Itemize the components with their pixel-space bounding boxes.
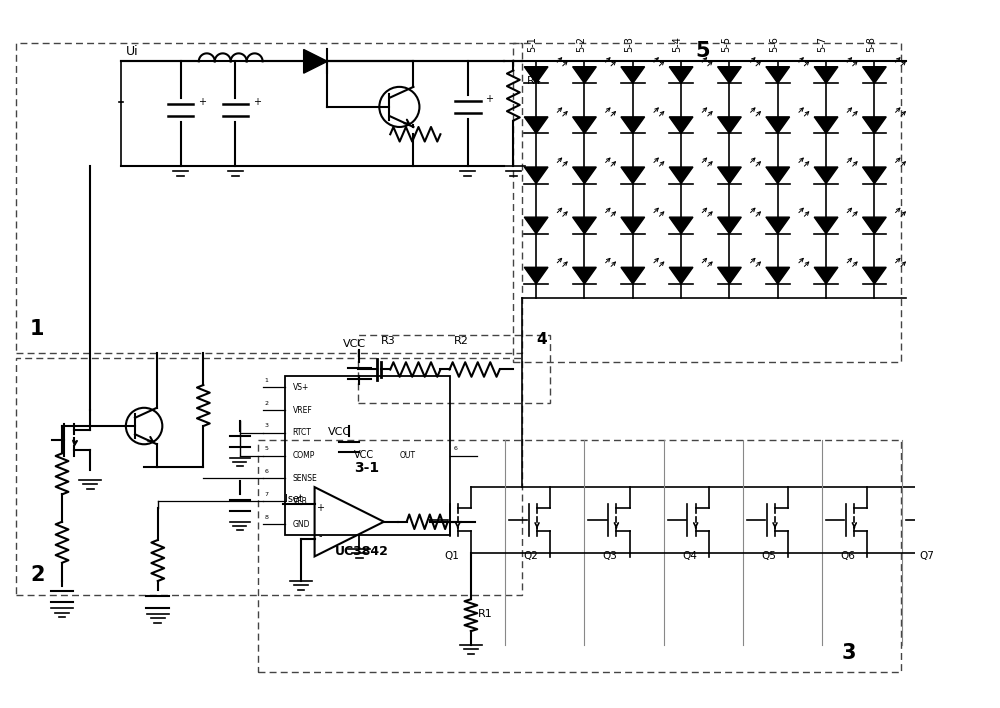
Text: 6: 6 <box>264 469 268 474</box>
Polygon shape <box>621 117 645 133</box>
Polygon shape <box>718 167 741 183</box>
Text: -: - <box>318 530 322 541</box>
Text: VREF: VREF <box>293 406 312 415</box>
Text: Q4: Q4 <box>682 552 697 561</box>
Polygon shape <box>863 117 886 133</box>
Text: 5-2: 5-2 <box>576 36 586 52</box>
Polygon shape <box>573 217 596 234</box>
Polygon shape <box>814 117 838 133</box>
Polygon shape <box>621 217 645 234</box>
Polygon shape <box>766 167 790 183</box>
Text: Q3: Q3 <box>603 552 617 561</box>
Text: Q6: Q6 <box>841 552 855 561</box>
Polygon shape <box>814 167 838 183</box>
Text: 8: 8 <box>264 515 268 520</box>
Text: 2: 2 <box>264 401 268 406</box>
Polygon shape <box>669 217 693 234</box>
Text: VCC: VCC <box>343 338 366 349</box>
Text: Ui: Ui <box>126 45 138 58</box>
Polygon shape <box>573 167 596 183</box>
Polygon shape <box>524 67 548 84</box>
Polygon shape <box>669 268 693 284</box>
Text: 5-1: 5-1 <box>527 36 537 52</box>
Text: Q5: Q5 <box>761 552 776 561</box>
Text: +: + <box>253 97 261 107</box>
Polygon shape <box>718 217 741 234</box>
Text: +: + <box>316 503 324 513</box>
Text: 6: 6 <box>454 446 458 451</box>
Text: VS+: VS+ <box>293 383 309 392</box>
Text: SENSE: SENSE <box>293 474 317 483</box>
Polygon shape <box>718 268 741 284</box>
Text: COMP: COMP <box>293 451 315 460</box>
Text: R4: R4 <box>527 76 542 86</box>
Polygon shape <box>621 67 645 84</box>
Text: 5: 5 <box>696 41 710 61</box>
Polygon shape <box>669 117 693 133</box>
Text: R2: R2 <box>454 336 469 346</box>
Polygon shape <box>621 268 645 284</box>
Text: 1: 1 <box>30 319 45 339</box>
Text: Q2: Q2 <box>523 552 538 561</box>
Text: 3-1: 3-1 <box>354 461 379 474</box>
Text: Iset: Iset <box>285 493 303 503</box>
Text: Q7: Q7 <box>920 552 935 561</box>
Text: R1: R1 <box>478 610 493 620</box>
Polygon shape <box>524 268 548 284</box>
Text: 2: 2 <box>30 565 45 585</box>
Polygon shape <box>863 268 886 284</box>
Text: OUT: OUT <box>399 451 415 460</box>
Polygon shape <box>524 217 548 234</box>
Polygon shape <box>766 268 790 284</box>
Polygon shape <box>863 67 886 84</box>
Polygon shape <box>669 67 693 84</box>
Text: RTCT: RTCT <box>293 428 312 438</box>
Text: 3: 3 <box>264 423 268 428</box>
Polygon shape <box>863 217 886 234</box>
Text: +: + <box>485 94 493 104</box>
Polygon shape <box>814 217 838 234</box>
Polygon shape <box>766 117 790 133</box>
Text: VFB: VFB <box>293 497 307 506</box>
Polygon shape <box>304 50 327 73</box>
Polygon shape <box>766 67 790 84</box>
Text: 5-8: 5-8 <box>866 36 876 52</box>
Polygon shape <box>814 67 838 84</box>
Polygon shape <box>718 117 741 133</box>
Polygon shape <box>524 167 548 183</box>
Text: 5-4: 5-4 <box>672 36 682 52</box>
Polygon shape <box>814 268 838 284</box>
Text: VCC: VCC <box>354 450 374 460</box>
Text: 3: 3 <box>842 643 856 663</box>
Text: R3: R3 <box>381 336 396 346</box>
Text: 5-3: 5-3 <box>624 36 634 52</box>
Text: 5-7: 5-7 <box>817 36 827 52</box>
Polygon shape <box>621 167 645 183</box>
Text: GND: GND <box>293 520 310 529</box>
Polygon shape <box>573 268 596 284</box>
Polygon shape <box>766 217 790 234</box>
Polygon shape <box>524 117 548 133</box>
Polygon shape <box>669 167 693 183</box>
Polygon shape <box>573 117 596 133</box>
Text: 7: 7 <box>264 492 268 497</box>
Text: +: + <box>198 97 206 107</box>
Text: UC3842: UC3842 <box>335 545 389 559</box>
Text: 5-5: 5-5 <box>721 36 731 52</box>
Text: VCC: VCC <box>328 427 351 437</box>
Polygon shape <box>573 67 596 84</box>
Text: 5-6: 5-6 <box>769 36 779 52</box>
Polygon shape <box>863 167 886 183</box>
Polygon shape <box>718 67 741 84</box>
Text: 1: 1 <box>264 378 268 383</box>
Text: 5: 5 <box>264 446 268 451</box>
Text: Q1: Q1 <box>444 552 459 561</box>
Text: 4: 4 <box>536 332 547 347</box>
